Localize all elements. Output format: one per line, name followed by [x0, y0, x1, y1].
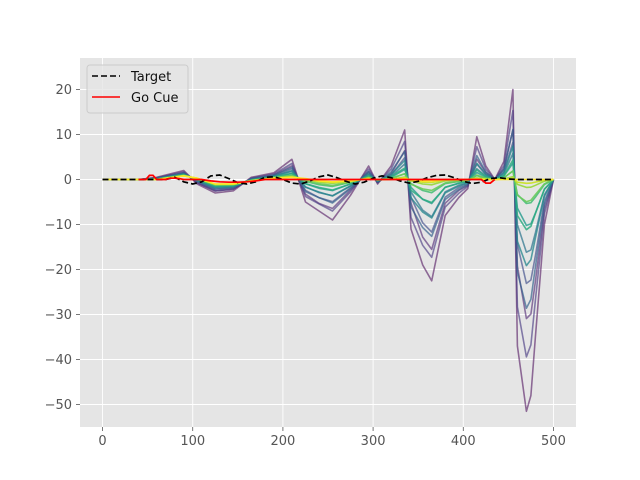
legend-target-label: Target: [130, 70, 171, 85]
x-tick-label: 500: [541, 434, 566, 449]
series-layer: [102, 174, 554, 185]
x-tick-label: 400: [451, 434, 476, 449]
x-tick-label: 300: [361, 434, 386, 449]
y-tick-label: −10: [45, 218, 72, 233]
x-axis: 0 100 200 300 400 500: [98, 427, 566, 449]
y-axis: −50 −40 −30 −20 −10 0 10 20: [45, 83, 80, 413]
legend: Target Go Cue: [86, 64, 189, 114]
plot-background: [80, 58, 576, 427]
x-tick-label: 100: [180, 434, 205, 449]
target-line: [102, 174, 554, 185]
go-cue-line: [138, 174, 496, 184]
legend-box: [86, 64, 189, 114]
y-tick-label: −40: [45, 353, 72, 368]
x-tick-label: 0: [98, 434, 106, 449]
legend-gocue-label: Go Cue: [131, 91, 178, 106]
y-tick-label: 0: [64, 173, 72, 188]
y-tick-label: −50: [45, 398, 72, 413]
x-tick-label: 200: [270, 434, 295, 449]
y-tick-label: 10: [55, 128, 72, 143]
grid: [80, 58, 576, 427]
y-tick-label: −30: [45, 308, 72, 323]
y-tick-label: −20: [45, 263, 72, 278]
y-tick-label: 20: [55, 83, 72, 98]
